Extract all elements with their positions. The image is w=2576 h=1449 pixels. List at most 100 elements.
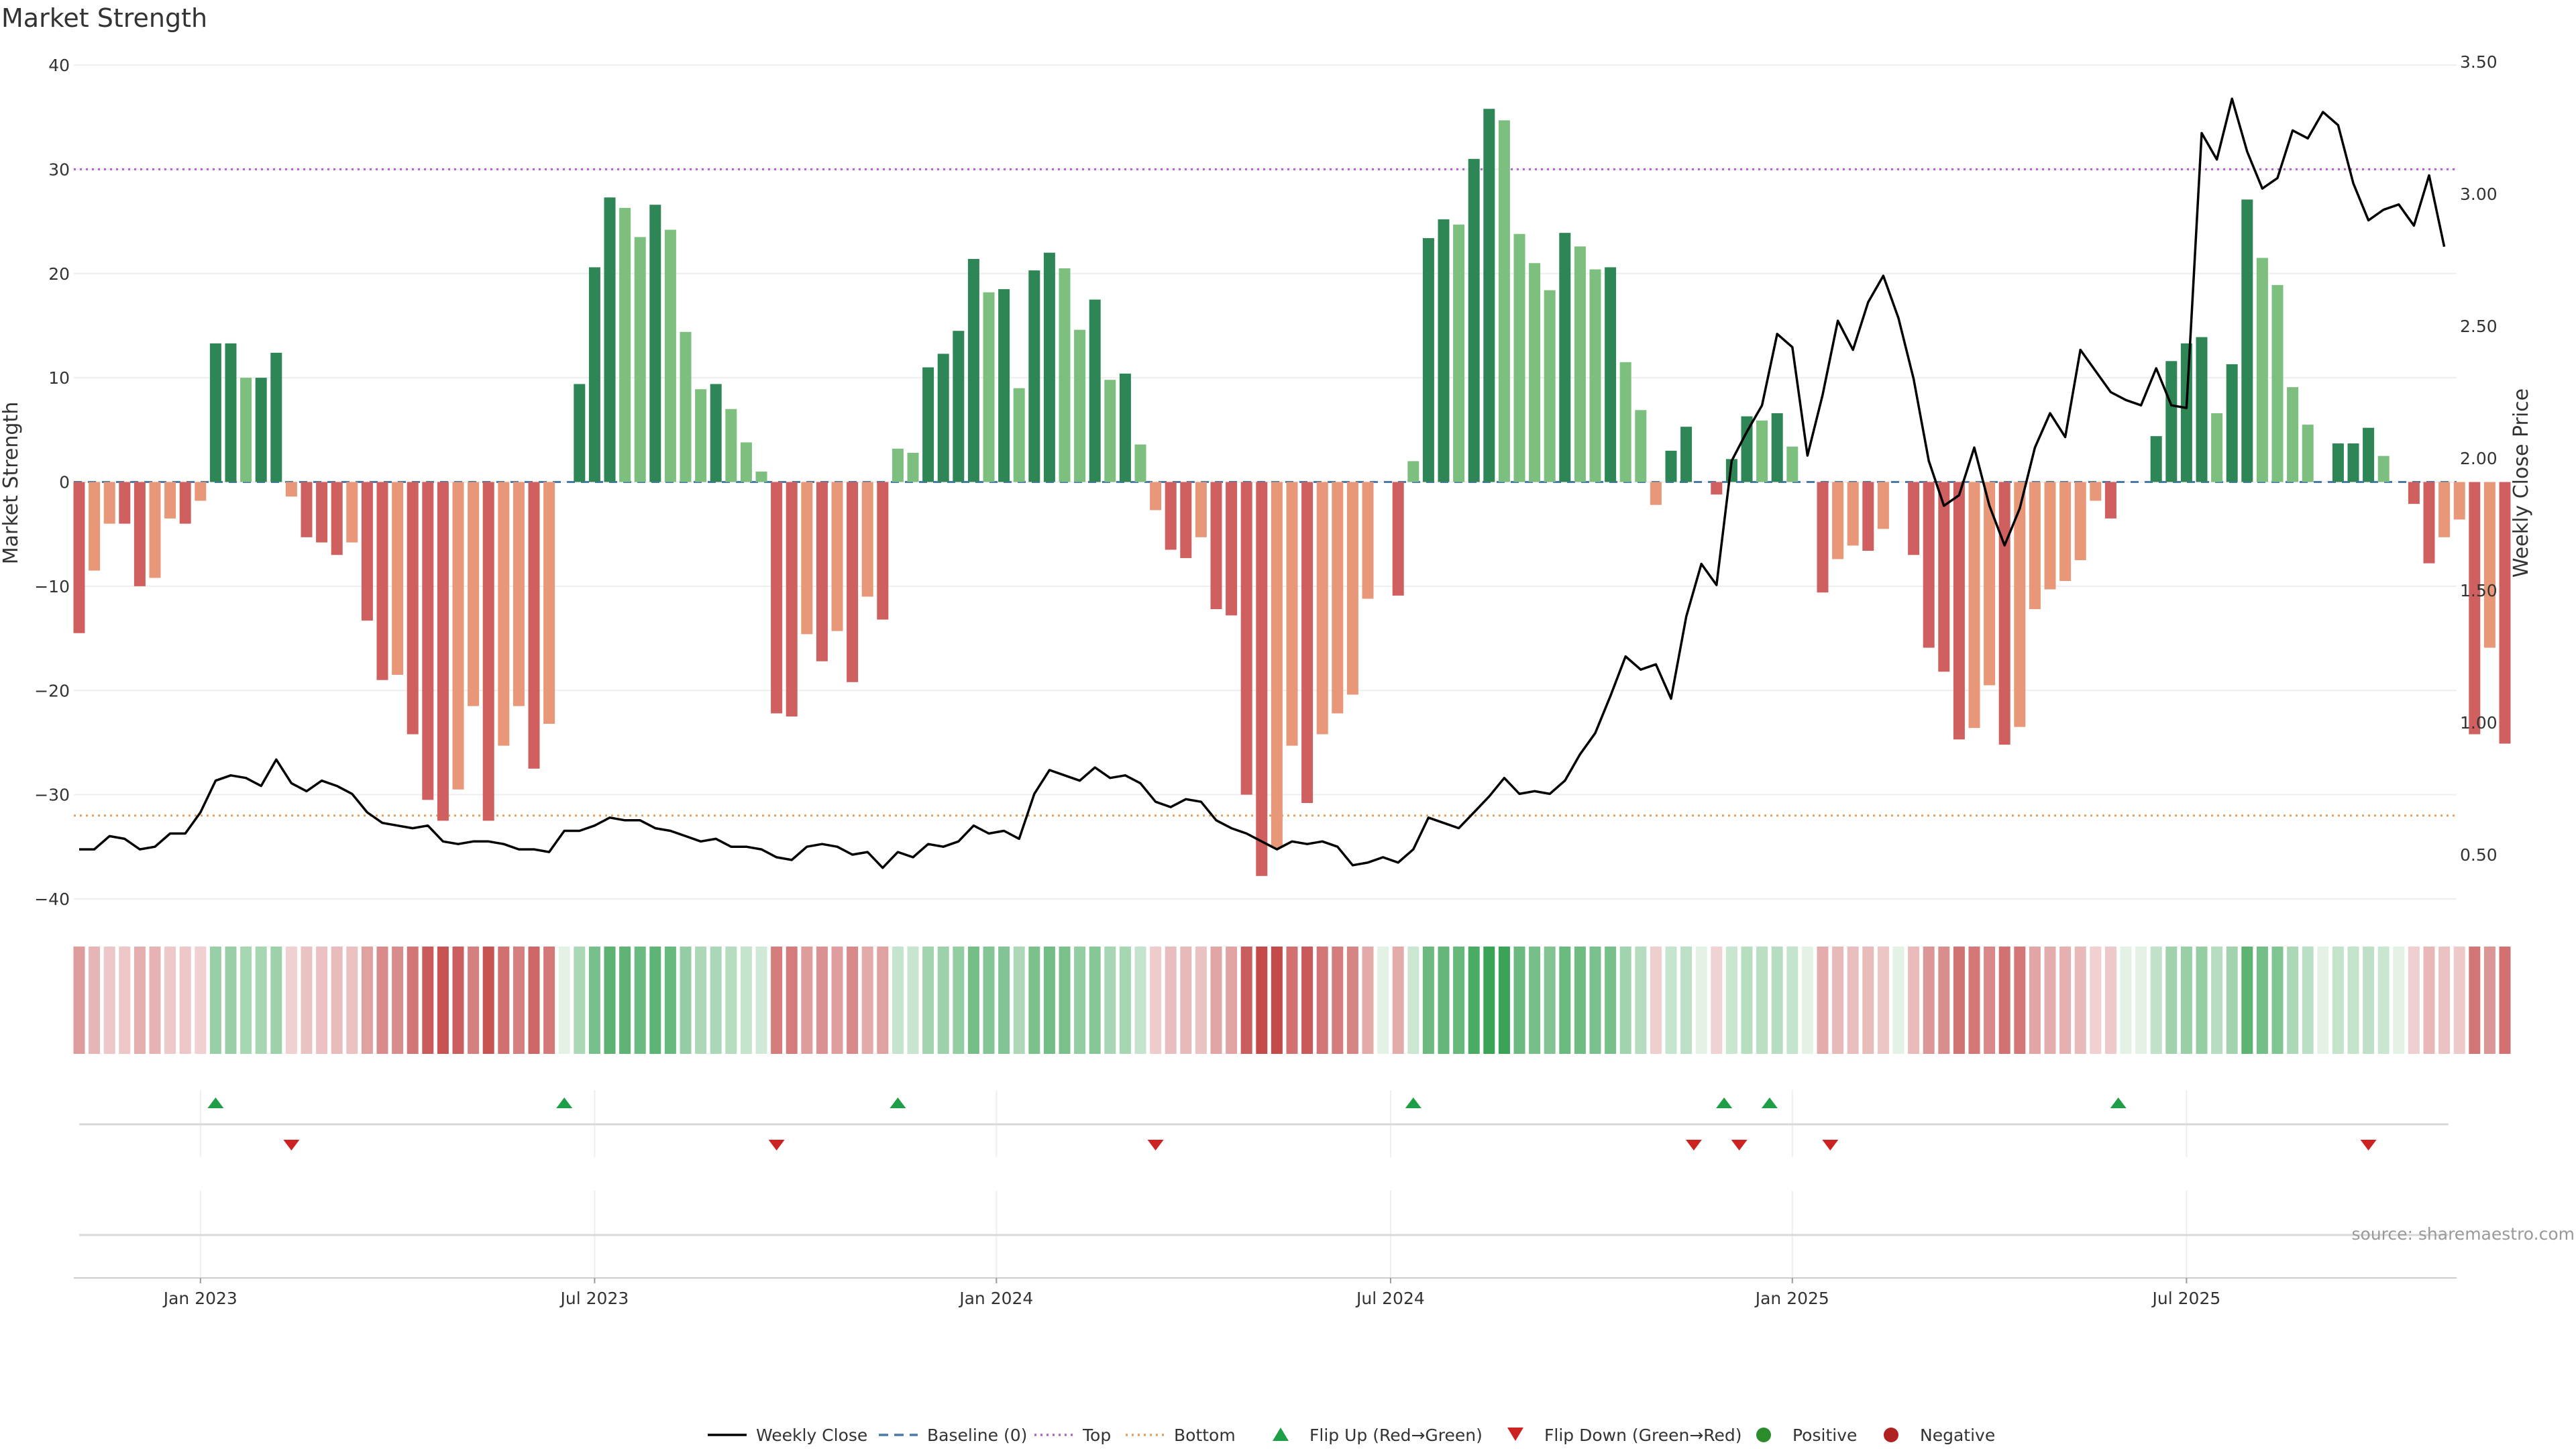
flip-up-marker [1716,1097,1733,1108]
heat-cell [2317,947,2329,1054]
heat-cell [604,947,616,1054]
strength-bar [346,482,358,543]
heat-cell [543,947,555,1054]
strength-bar [1513,233,1525,482]
legend-item: Negative [1884,1426,1995,1445]
strength-bar [801,482,813,635]
y-tick-left: 20 [48,264,70,284]
strength-heat-strip [73,947,2511,1054]
strength-bar [1529,263,1541,482]
heat-cell [240,947,252,1054]
heat-cell [1589,947,1601,1054]
strength-bar [498,482,510,746]
legend: Weekly Close Baseline (0) Top Bottom Flip Up… [708,1426,1995,1445]
strength-bar [1043,252,1055,482]
heat-cell [1377,947,1389,1054]
heat-cell [695,947,707,1054]
strength-bar [528,482,540,769]
x-tick-label: Jul 2024 [1355,1289,1425,1308]
heat-cell [588,947,600,1054]
heat-cell [1984,947,1996,1054]
heat-cell [2180,947,2192,1054]
strength-bar [1619,362,1631,482]
heat-cell [1998,947,2010,1054]
legend-item: Positive [1756,1426,1857,1445]
strength-bar [1180,482,1192,558]
strength-bar [1256,482,1268,876]
heat-cell [2332,947,2344,1054]
strength-bar [89,482,101,571]
heat-cell [1453,947,1465,1054]
heat-cell [103,947,115,1054]
heat-cell [892,947,904,1054]
heat-cell [1741,947,1753,1054]
heat-cell [1028,947,1040,1054]
heat-cell [2377,947,2390,1054]
x-tick-label: Jan 2023 [162,1289,237,1308]
y-axis-right-title: Weekly Close Price [2510,388,2533,578]
heat-cell [346,947,358,1054]
heat-cell [2074,947,2086,1054]
strength-bar [831,482,843,631]
heat-cell [619,947,631,1054]
strength-bar [1089,299,1101,482]
heat-cell [1150,947,1162,1054]
strength-bar [2090,482,2102,501]
x-tick-label: Jul 2025 [2151,1289,2221,1308]
heat-cell [209,947,221,1054]
legend-label: Weekly Close [756,1426,867,1445]
y-tick-left: −30 [34,786,70,805]
strength-bars [73,109,2511,876]
heat-cell [1619,947,1631,1054]
strength-bar [1711,482,1723,495]
strength-bar [1635,410,1647,482]
heat-cell [1559,947,1571,1054]
legend-item: Top [1034,1426,1111,1445]
heat-cell [2287,947,2299,1054]
strength-bar [710,384,722,482]
heat-cell [2135,947,2147,1054]
strength-bar [1483,109,1495,482]
strength-bar [1422,237,1434,482]
strength-bar [786,482,798,717]
heat-cell [1923,947,1935,1054]
strength-bar [1680,427,1693,482]
heat-cell [2499,947,2511,1054]
heat-cell [392,947,404,1054]
heat-cell [2059,947,2072,1054]
legend-item: Flip Up (Red→Green) [1273,1426,1483,1445]
flip-up-marker [556,1097,573,1108]
heat-cell [498,947,510,1054]
strength-bar [2256,258,2268,482]
chart-title: Market Strength [1,3,207,33]
legend-swatch-circle [1756,1428,1771,1442]
heat-cell [2211,947,2223,1054]
strength-bar [1013,388,1025,482]
strength-bar [1741,416,1753,482]
heat-cell [376,947,388,1054]
heat-cell [1498,947,1510,1054]
strength-bar [316,482,328,543]
heat-cell [1968,947,1980,1054]
strength-bar [209,343,221,482]
strength-bar [1226,482,1238,616]
heat-cell [255,947,267,1054]
heat-cell [179,947,191,1054]
heat-cell [1226,947,1238,1054]
heat-cell [953,947,965,1054]
strength-bar [1786,446,1799,482]
heat-cell [2483,947,2496,1054]
strength-bar [1453,224,1465,482]
heat-cell [2423,947,2435,1054]
strength-bar [301,482,313,537]
strength-bar [468,482,480,706]
heat-cell [164,947,176,1054]
heat-cell [1665,947,1677,1054]
heat-cell [2165,947,2178,1054]
strength-bar [2483,482,2496,648]
strength-bar [422,482,434,800]
heat-cell [285,947,297,1054]
heat-cell [1862,947,1874,1054]
heat-cell [2271,947,2284,1054]
